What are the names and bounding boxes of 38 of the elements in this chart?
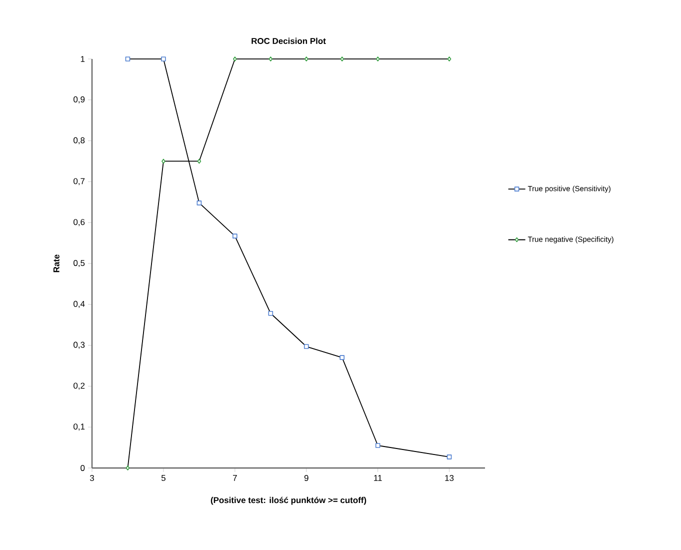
y-tick-label: 0,8 xyxy=(74,137,85,144)
point xyxy=(197,158,202,164)
point xyxy=(196,200,202,206)
y-tick-label: 0,3 xyxy=(74,342,85,349)
point xyxy=(233,56,237,62)
y-axis-title: Rate xyxy=(53,254,60,272)
point xyxy=(125,56,130,62)
point xyxy=(161,56,166,62)
point xyxy=(375,443,380,448)
point xyxy=(447,56,452,62)
y-tick-label: 0,4 xyxy=(74,300,85,308)
x-tick-label: 13 xyxy=(445,475,454,481)
y-tick-label: 0,5 xyxy=(74,260,85,267)
point xyxy=(340,56,344,62)
point xyxy=(162,158,166,164)
point xyxy=(268,56,273,62)
point xyxy=(376,56,380,62)
point xyxy=(232,234,238,238)
y-tick-label: 0 xyxy=(80,464,85,471)
chart-title: ROC Decision Plot xyxy=(252,38,326,44)
y-tick-label: 0,1 xyxy=(74,424,85,431)
x-tick-label: 5 xyxy=(161,475,166,481)
point xyxy=(304,56,308,62)
x-tick-label: 9 xyxy=(304,475,308,481)
x-tick-label: 7 xyxy=(233,475,237,481)
point xyxy=(340,355,344,360)
y-tick-label: 0,6 xyxy=(74,219,85,226)
x-axis-title: (Positive test: ilość punktów >= cutoff) xyxy=(210,496,366,505)
point xyxy=(304,344,309,349)
point xyxy=(446,454,452,460)
point xyxy=(126,466,130,470)
y-tick-label: 0,9 xyxy=(74,96,85,104)
y-tick-label: 0,7 xyxy=(74,178,85,186)
y-tick-label: 1 xyxy=(80,56,85,62)
y-tick-label: 0,2 xyxy=(74,382,85,390)
x-tick-label: 3 xyxy=(90,475,94,481)
x-tick-label: 11 xyxy=(374,475,382,481)
point xyxy=(268,310,274,316)
